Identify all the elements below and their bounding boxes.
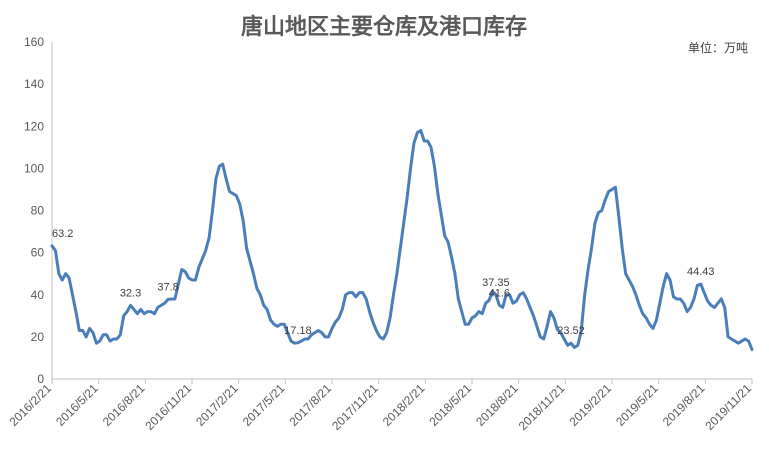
series-line	[50, 128, 754, 352]
x-tick-label: 2018/5/21	[426, 381, 474, 429]
x-tick-label: 2019/2/21	[566, 381, 614, 429]
x-tick-label: 2017/8/21	[286, 381, 334, 429]
data-label: 37.8	[157, 281, 178, 293]
x-tick-label: 2017/5/21	[240, 381, 288, 429]
x-tick-label: 2016/11/21	[142, 381, 194, 433]
y-tick-label: 60	[31, 246, 45, 260]
data-label: 23.52	[557, 325, 585, 337]
x-tick-label: 2019/8/21	[660, 381, 708, 429]
x-tick-label: 2018/11/21	[516, 381, 568, 433]
data-label: 32.3	[120, 287, 141, 299]
x-tick-label: 2018/8/21	[473, 381, 521, 429]
x-tick-label: 2017/11/21	[329, 381, 381, 433]
data-label: 17.18	[284, 325, 312, 337]
unit-label: 单位：万吨	[688, 40, 748, 55]
plot-area	[50, 128, 754, 352]
chart-title: 唐山地区主要仓库及港口库存	[241, 14, 527, 40]
y-tick-label: 80	[31, 204, 45, 218]
x-tick-label: 2019/5/21	[613, 381, 661, 429]
y-tick-label: 0	[37, 372, 44, 386]
y-axis: 0 20 40 60 80 100 120 140 160	[24, 35, 53, 386]
data-label: 41.6	[489, 287, 510, 299]
y-tick-label: 100	[24, 161, 44, 175]
x-tick-label: 2017/2/21	[193, 381, 241, 429]
y-tick-label: 140	[24, 77, 44, 91]
x-tick-label: 2016/2/21	[6, 381, 54, 429]
data-label: 44.43	[687, 266, 715, 278]
x-tick-label: 2019/11/21	[702, 381, 754, 433]
x-tick-label: 2016/5/21	[53, 381, 101, 429]
data-label: 63.2	[52, 228, 73, 240]
y-tick-label: 160	[24, 35, 44, 49]
x-tick-label: 2018/2/21	[380, 381, 428, 429]
x-tick-label: 2016/8/21	[100, 381, 148, 429]
y-tick-label: 120	[24, 119, 44, 133]
y-tick-label: 20	[31, 330, 45, 344]
data-label: 37.35	[482, 277, 510, 289]
y-tick-label: 40	[31, 288, 45, 302]
